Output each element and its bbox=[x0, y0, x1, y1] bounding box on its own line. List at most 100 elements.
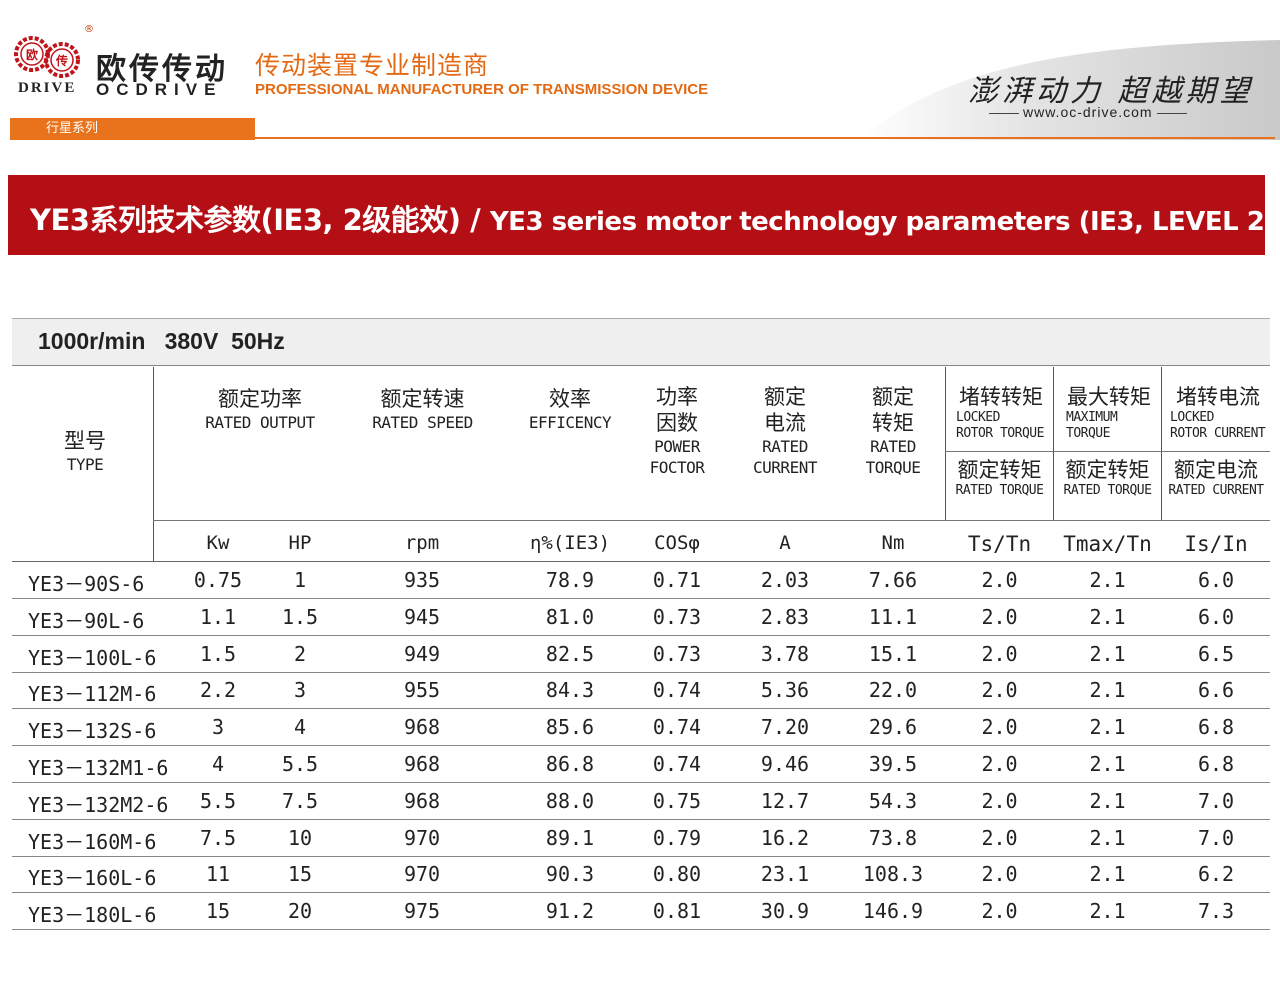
header-max-denominator: 额定转矩 RATED TORQUE bbox=[1063, 458, 1152, 498]
cell-efficiency: 91.2 bbox=[545, 899, 595, 924]
header-rated-output: 额定功率 RATED OUTPUT bbox=[205, 387, 315, 432]
cell-speed: 949 bbox=[403, 641, 441, 666]
cell-model: YE3－100L-6 bbox=[28, 645, 157, 670]
header-power-factor: 功率 因数 POWER FOCTOR bbox=[649, 385, 705, 477]
cell-power-kw: 1.1 bbox=[199, 604, 237, 629]
cell-ts-tn: 2.0 bbox=[981, 788, 1018, 813]
cell-power-factor: 0.74 bbox=[652, 678, 702, 703]
cell-power-factor: 0.80 bbox=[652, 862, 702, 887]
row-divider bbox=[12, 892, 1270, 894]
header-lrt-denominator: 额定转矩 RATED TORQUE bbox=[955, 458, 1044, 498]
website-url[interactable]: www.oc-drive.com bbox=[985, 104, 1191, 120]
cell-current: 30.9 bbox=[760, 899, 810, 924]
row-divider bbox=[12, 598, 1270, 599]
header-rated-torque: 额定 转矩 RATED TORQUE bbox=[865, 385, 921, 477]
cell-is-in: 6.0 bbox=[1197, 568, 1235, 592]
cell-speed: 935 bbox=[403, 568, 441, 592]
table-row: YE3－90L-6 1.1 1.5 945 81.0 0.73 2.83 11.1 2.0 2.1… bbox=[12, 599, 1270, 636]
table-row: YE3－100L-6 1.5 2 949 82.5 0.73 3.78 15.1 2.0 2.1 6… bbox=[12, 636, 1270, 673]
cell-power-hp: 1.5 bbox=[281, 604, 319, 629]
cell-speed: 970 bbox=[403, 862, 441, 887]
tagline-en: PROFESSIONAL MANUFACTURER OF TRANSMISSIO… bbox=[255, 81, 709, 98]
cell-torque: 146.9 bbox=[862, 899, 924, 924]
cell-torque: 11.1 bbox=[868, 604, 918, 629]
grid-line bbox=[945, 451, 1270, 452]
cell-power-kw: 15 bbox=[205, 899, 231, 924]
cell-power-factor: 0.73 bbox=[652, 604, 702, 629]
cell-efficiency: 78.9 bbox=[545, 568, 595, 592]
cell-model: YE3－90S-6 bbox=[28, 572, 145, 596]
series-tab[interactable]: 行星系列 bbox=[10, 118, 255, 140]
row-divider bbox=[12, 708, 1270, 710]
unit-kw: Kw bbox=[206, 532, 230, 554]
cell-speed: 968 bbox=[403, 715, 441, 740]
unit-hp: HP bbox=[288, 532, 312, 554]
cell-torque: 39.5 bbox=[868, 752, 918, 776]
cell-power-hp: 7.5 bbox=[281, 788, 319, 813]
cell-power-hp: 10 bbox=[287, 825, 313, 850]
header-rated-current: 额定 电流 RATED CURRENT bbox=[753, 385, 817, 477]
page-title: YE3系列技术参数(IE3, 2级能效) / YE3 series motor … bbox=[30, 197, 1276, 239]
cell-power-factor: 0.74 bbox=[652, 752, 702, 776]
cell-model: YE3－90L-6 bbox=[28, 608, 145, 633]
cell-power-kw: 2.2 bbox=[199, 678, 237, 703]
cell-efficiency: 86.8 bbox=[545, 752, 595, 776]
cell-ts-tn: 2.0 bbox=[981, 752, 1018, 776]
row-divider bbox=[12, 634, 1270, 636]
grid-line bbox=[945, 367, 946, 520]
cell-tmax-tn: 2.1 bbox=[1089, 678, 1126, 703]
cell-efficiency: 84.3 bbox=[545, 678, 595, 703]
cell-power-hp: 3 bbox=[293, 678, 307, 703]
cell-power-kw: 5.5 bbox=[199, 788, 237, 813]
cell-speed: 975 bbox=[403, 899, 441, 924]
unit-rpm: rpm bbox=[404, 532, 440, 554]
row-divider bbox=[12, 745, 1270, 747]
table-row: YE3－90S-6 0.75 1 935 78.9 0.71 2.03 7.66 2.0 2.1 6… bbox=[12, 562, 1270, 599]
cell-is-in: 7.3 bbox=[1197, 899, 1235, 924]
row-divider bbox=[12, 818, 1270, 820]
cell-is-in: 6.0 bbox=[1197, 604, 1235, 629]
cell-torque: 7.66 bbox=[868, 568, 918, 592]
cell-torque: 22.0 bbox=[868, 678, 918, 703]
cell-model: YE3－160L-6 bbox=[28, 866, 157, 891]
cell-power-kw: 7.5 bbox=[199, 825, 237, 850]
cell-power-factor: 0.79 bbox=[652, 825, 702, 850]
logo-char-1: 欧 bbox=[26, 47, 38, 62]
table-row: YE3－132S-6 3 4 968 85.6 0.74 7.20 29.6 2.0 2.1 6.8 bbox=[12, 709, 1270, 747]
header-type: 型号 TYPE bbox=[64, 429, 106, 474]
cell-is-in: 7.0 bbox=[1197, 825, 1235, 850]
cell-efficiency: 82.5 bbox=[545, 641, 595, 666]
cell-current: 2.03 bbox=[760, 568, 810, 592]
cell-ts-tn: 2.0 bbox=[981, 862, 1018, 887]
cell-speed: 945 bbox=[403, 604, 441, 629]
grid-line bbox=[12, 561, 1270, 562]
cell-power-hp: 20 bbox=[287, 899, 313, 924]
cell-ts-tn: 2.0 bbox=[981, 568, 1018, 592]
unit-ampere: A bbox=[779, 532, 791, 554]
cell-power-hp: 15 bbox=[287, 862, 313, 887]
cell-power-factor: 0.74 bbox=[652, 715, 702, 740]
table-row: YE3－112M-6 2.2 3 955 84.3 0.74 5.36 22.0 2.0 2.1 6… bbox=[12, 672, 1270, 710]
cell-tmax-tn: 2.1 bbox=[1089, 715, 1126, 740]
cell-power-kw: 4 bbox=[211, 752, 225, 776]
cell-ts-tn: 2.0 bbox=[981, 715, 1018, 740]
cell-torque: 15.1 bbox=[868, 641, 918, 666]
cell-current: 23.1 bbox=[760, 862, 810, 887]
cell-is-in: 7.0 bbox=[1197, 788, 1235, 813]
cell-tmax-tn: 2.1 bbox=[1089, 862, 1126, 887]
table-row: YE3－160M-6 7.5 10 970 89.1 0.79 16.2 73.8 2.0 2.1… bbox=[12, 820, 1270, 857]
cell-efficiency: 90.3 bbox=[545, 862, 595, 887]
unit-cos-phi: COSφ bbox=[654, 532, 700, 554]
row-divider bbox=[12, 855, 1270, 857]
row-divider bbox=[12, 929, 1270, 931]
cell-torque: 54.3 bbox=[868, 788, 918, 813]
cell-power-hp: 1 bbox=[293, 568, 307, 592]
header-lrc-denominator: 额定电流 RATED CURRENT bbox=[1168, 458, 1264, 498]
company-logo: 欧 传 bbox=[14, 36, 80, 78]
header-max-torque: 最大转矩 MAXIMUM TORQUE bbox=[1066, 385, 1151, 441]
cell-power-kw: 3 bbox=[211, 715, 225, 740]
title-banner bbox=[8, 175, 1265, 255]
spec-bar bbox=[12, 318, 1270, 366]
cell-speed: 968 bbox=[403, 752, 441, 776]
cell-ts-tn: 2.0 bbox=[981, 678, 1018, 703]
